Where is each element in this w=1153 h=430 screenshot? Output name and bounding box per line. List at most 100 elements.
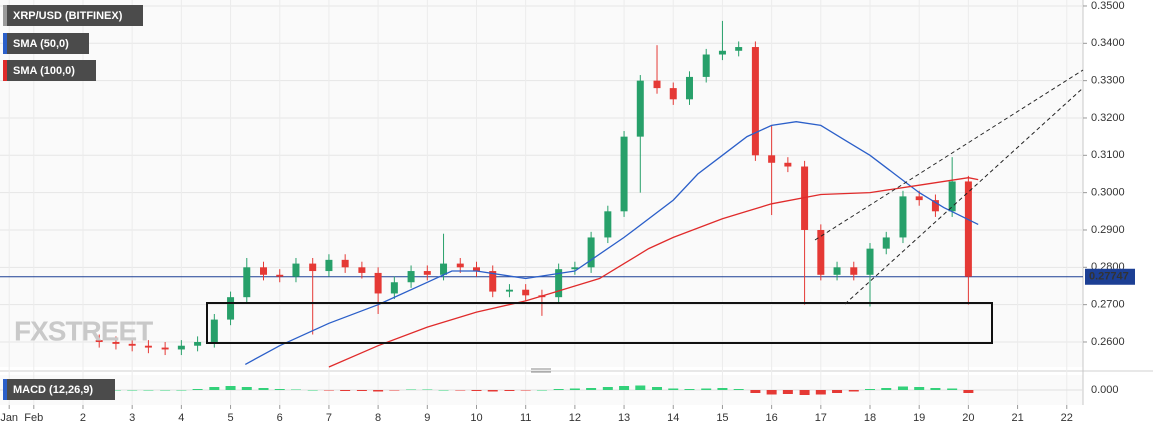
x-tick-label: 3: [129, 412, 135, 424]
x-tick-label: 11: [520, 412, 531, 424]
candle-body: [177, 345, 185, 350]
macd-bar: [701, 388, 712, 390]
candle-body: [456, 263, 464, 268]
x-tick-label: 7: [326, 412, 332, 424]
y-tick-label: 0.3100: [1091, 149, 1125, 161]
y-tick-label: 0.3400: [1091, 37, 1125, 49]
macd-bar: [438, 390, 449, 391]
macd-bar: [127, 390, 138, 391]
macd-bar: [422, 389, 433, 390]
macd-bar: [323, 390, 334, 391]
macd-bar: [356, 390, 367, 391]
x-tick-label: 8: [375, 412, 381, 424]
legend-box: [3, 60, 96, 81]
macd-bar: [455, 390, 466, 391]
candle-body: [587, 237, 595, 268]
macd-bar: [160, 390, 171, 391]
candle-body: [472, 267, 480, 272]
macd-bar: [963, 390, 974, 393]
x-tick-label: 9: [424, 412, 430, 424]
macd-bar: [930, 388, 941, 390]
candle-body: [325, 259, 333, 272]
macd-bar: [241, 387, 252, 390]
macd-bar: [340, 390, 351, 391]
macd-bar: [619, 386, 630, 390]
last-price-label: 0.27747: [1089, 271, 1129, 283]
legend-box: [3, 33, 89, 54]
x-tick-label: 17: [815, 412, 827, 424]
macd-title: MACD (12,26,9): [13, 384, 93, 396]
watermark: FXSTREET: [14, 315, 153, 346]
candle-body: [817, 229, 825, 275]
candle-body: [964, 181, 972, 277]
macd-bar: [192, 389, 203, 390]
candle-body: [768, 155, 776, 163]
macd-bar: [225, 386, 236, 390]
macd-bar: [586, 388, 597, 390]
x-tick-label: 20: [962, 412, 974, 424]
macd-bar: [782, 390, 793, 394]
macd-bar: [717, 388, 728, 390]
candle-body: [309, 263, 317, 272]
macd-bar: [536, 390, 547, 391]
x-tick-label: 5: [227, 412, 233, 424]
macd-bar: [373, 390, 384, 392]
candle-body: [685, 76, 693, 100]
candle-body: [784, 162, 792, 167]
y-tick-label: 0.3000: [1091, 187, 1125, 199]
x-tick-label: Feb: [24, 412, 43, 424]
candle-body: [718, 50, 726, 55]
candle-body: [374, 272, 382, 294]
x-tick-label: 21: [1011, 412, 1023, 424]
candle-body: [390, 282, 398, 294]
macd-bar: [553, 389, 564, 390]
candle-body: [571, 267, 579, 270]
candle-body: [653, 80, 661, 89]
candle-body: [931, 200, 939, 212]
x-tick-label: 12: [569, 412, 581, 424]
candle-body: [194, 341, 202, 346]
candle-body: [948, 181, 956, 212]
x-tick-label: 18: [864, 412, 876, 424]
x-tick-label: 4: [178, 412, 184, 424]
macd-bar: [487, 390, 498, 392]
macd-bar: [684, 389, 695, 390]
macd-bar: [389, 390, 400, 391]
macd-bar: [848, 390, 859, 392]
candle-body: [522, 289, 530, 296]
macd-bar: [815, 390, 826, 395]
candle-body: [358, 267, 366, 273]
x-tick-label: 10: [470, 412, 482, 424]
candle-body: [882, 237, 890, 249]
y-tick-label: 0.2900: [1091, 224, 1125, 236]
candle-body: [227, 297, 235, 320]
macd-bar: [766, 390, 777, 395]
macd-bar: [471, 390, 482, 391]
sma-line: [328, 177, 979, 368]
macd-bar: [143, 390, 154, 391]
y-tick-label: 0.2600: [1091, 336, 1125, 348]
legend-swatch: [3, 33, 7, 54]
macd-bar: [406, 389, 417, 390]
x-tick-label: 13: [618, 412, 630, 424]
legend-swatch: [3, 5, 7, 26]
legend-swatch: [3, 379, 7, 400]
macd-bar: [947, 388, 958, 390]
candle-body: [407, 271, 415, 283]
sma-line: [244, 121, 979, 365]
legend-label: SMA (50,0): [13, 38, 69, 50]
candle-body: [260, 267, 268, 275]
candle-body: [112, 341, 120, 344]
candle-body: [669, 88, 677, 100]
candle-body: [161, 347, 169, 350]
candle-body: [505, 289, 513, 292]
trend-line: [844, 87, 1084, 305]
macd-bar: [832, 390, 843, 393]
macd-bar: [258, 388, 269, 390]
candle-body: [423, 271, 431, 275]
macd-bar: [110, 390, 121, 391]
support-zone: [206, 302, 993, 344]
pane-handle[interactable]: [531, 368, 551, 373]
macd-bar: [602, 387, 613, 390]
candle-body: [276, 274, 284, 277]
